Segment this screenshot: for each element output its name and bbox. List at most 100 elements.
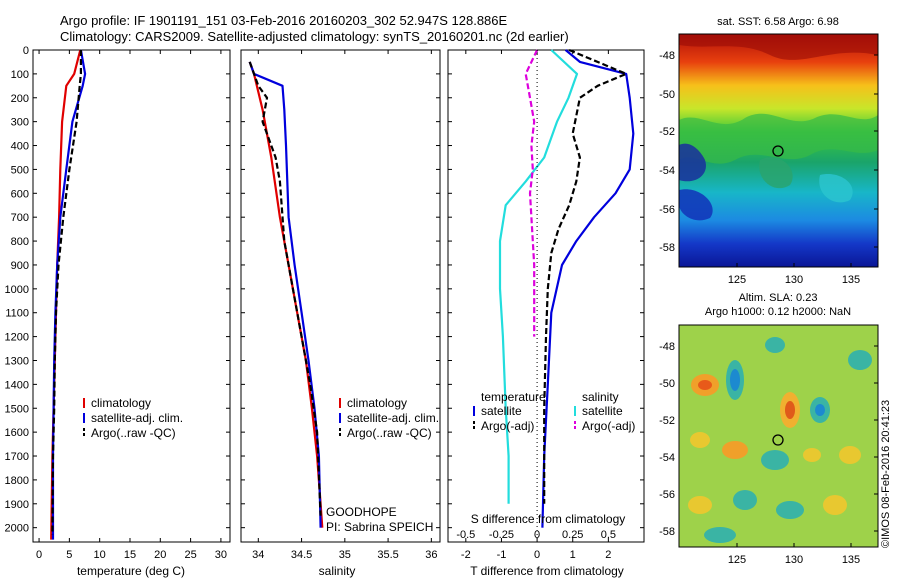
x-tick-label: 0 [36,549,42,561]
salinity-legend: climatology satellite-adj. clim. Argo(..… [339,396,439,440]
x-tick-label: -1 [497,549,507,561]
depth-tick-label: 200 [11,93,29,105]
x-tick-label: 15 [124,549,136,561]
legend-s-argo: Argo(-adj) [582,419,635,433]
depth-tick-label: 0 [23,45,29,57]
series-line-satellite-adj-clim- [248,61,322,528]
legend-t-satellite: satellite [481,404,522,418]
map-y-tick-label: -52 [659,415,675,427]
x-tick-label: 0.25 [562,529,583,541]
map-y-tick-label: -50 [659,378,675,390]
map-x-tick-label: 125 [728,554,746,566]
x-tick-label: 1 [570,549,576,561]
map-y-tick-label: -54 [659,452,675,464]
imos-stamp: ©IMOS 08-Feb-2016 20:41:23 [880,400,892,548]
depth-tick-label: 1100 [5,308,29,320]
sst-argo-location-marker [772,145,784,157]
depth-tick-label: 1400 [5,379,29,391]
sla-map-title-line2: Argo h1000: 0.12 h2000: NaN [705,306,851,318]
map-y-tick-label: -52 [659,126,675,138]
map-x-tick-label: 135 [842,554,860,566]
x-tick-label: 30 [215,549,227,561]
depth-tick-label: 1000 [5,284,29,296]
legend-satellite: satellite-adj. clim. [347,411,439,425]
salinity-xlabel: salinity [319,564,356,578]
x-tick-label: -0.5 [456,529,475,541]
sst-map-frame [678,33,879,268]
map-x-tick-label: 130 [785,554,803,566]
depth-tick-label: 1500 [5,403,29,415]
map-y-tick-label: -58 [659,526,675,538]
sla-argo-location-marker [772,434,784,446]
map-y-tick-label: -50 [659,89,675,101]
project-note: GOODHOPE [326,505,397,519]
depth-tick-label: 300 [11,117,29,129]
sla-map-title-line1: Altim. SLA: 0.23 [739,292,818,304]
x-axes: 0 5 10 15 20 25 30 34 34.5 35 35.5 36 -2 -1 0 1 2 -0.5 -0.… [36,50,616,561]
map-y-tick-label: -56 [659,204,675,216]
salinity-panel-frame [240,49,441,543]
depth-tick-label: 1600 [5,427,29,439]
x-tick-label: -0.25 [489,529,514,541]
pi-note: PI: Sabrina SPEICH [326,520,433,534]
difference-legend: temperature salinity satellite Argo(-adj… [473,390,635,433]
figure-title-line1: Argo profile: IF 1901191_151 03-Feb-2016… [60,13,508,28]
x-tick-label: 0 [534,549,540,561]
series-line-argo-adj- [543,48,628,504]
depth-tick-label: 1300 [5,355,29,367]
x-tick-label: 25 [184,549,196,561]
map-y-tick-label: -56 [659,489,675,501]
sla-map [679,325,878,547]
legend-temperature-title: temperature [481,390,546,404]
map-y-tick-label: -48 [659,341,675,353]
x-tick-label: 34.5 [291,549,312,561]
legend-argo: Argo(..raw -QC) [91,426,176,440]
depth-tick-label: 700 [11,212,29,224]
map-x-tick-label: 130 [785,274,803,286]
temperature-panel-frame [32,49,231,543]
map-x-tick-label: 135 [842,274,860,286]
depth-tick-label: 400 [11,141,29,153]
x-tick-label: 34 [252,549,264,561]
map-y-tick-label: -48 [659,50,675,62]
depth-tick-label: 1900 [5,499,29,511]
difference-xlabel: T difference from climatology [470,564,624,578]
map-y-tick-label: -54 [659,165,675,177]
series-layer [50,48,635,540]
depth-tick-label: 900 [11,260,29,272]
series-line-argo-raw-qc- [248,61,322,516]
x-tick-label: 5 [66,549,72,561]
x-tick-label: 10 [94,549,106,561]
series-line-satellite [541,49,635,528]
depth-axis: 0 100 200 300 400 500 600 700 800 900 1000 1100 1200… [5,45,644,535]
temperature-legend: climatology satellite-adj. clim. Argo(..… [83,396,183,440]
x-tick-label: 2 [605,549,611,561]
depth-tick-label: 1700 [5,451,29,463]
x-tick-label: 20 [154,549,166,561]
depth-tick-label: 2000 [5,523,29,535]
map-y-tick-label: -58 [659,242,675,254]
legend-climatology: climatology [347,396,407,410]
sst-map-axes: -48 -50 -52 -54 -56 -58 125 130 135 [659,50,878,286]
x-tick-label: -2 [461,549,471,561]
depth-tick-label: 100 [11,69,29,81]
x-tick-label: 36 [425,549,437,561]
depth-tick-label: 500 [11,164,29,176]
legend-satellite: satellite-adj. clim. [91,411,183,425]
sla-map-frame [678,324,879,548]
series-line-satellite [498,49,579,504]
difference-top-label: S difference from climatology [471,512,626,526]
map-x-tick-label: 125 [728,274,746,286]
difference-panel-frame [447,49,645,543]
sst-map [679,34,878,267]
depth-tick-label: 800 [11,236,29,248]
x-tick-label: 35 [339,549,351,561]
legend-salinity-title: salinity [582,390,619,404]
series-line-satellite-adj-clim- [51,49,87,540]
depth-tick-label: 600 [11,188,29,200]
depth-tick-label: 1200 [5,332,29,344]
depth-tick-label: 1800 [5,475,29,487]
legend-s-satellite: satellite [582,404,623,418]
series-line-argo-raw-qc- [51,50,83,535]
